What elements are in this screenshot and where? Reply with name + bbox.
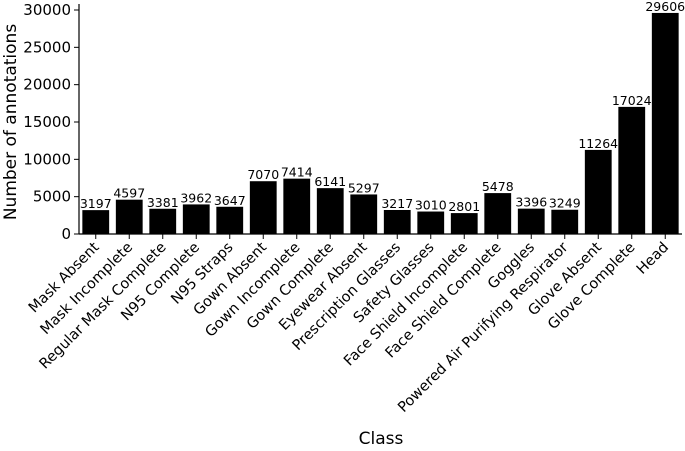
bar (82, 210, 110, 234)
bar-value-label: 7414 (281, 165, 313, 180)
bar (584, 149, 612, 234)
bar-value-label: 4597 (113, 186, 145, 201)
bar-value-label: 5297 (348, 180, 380, 195)
bar (618, 106, 646, 234)
bar-value-label: 2801 (448, 199, 480, 214)
y-tick-label: 10000 (23, 150, 71, 168)
bar (283, 178, 311, 234)
y-axis-title: Number of annotations (1, 24, 21, 220)
bar-value-label: 3381 (147, 195, 179, 210)
bar (115, 199, 143, 234)
x-axis-title: Class (359, 429, 404, 449)
bar-value-label: 7070 (247, 167, 279, 182)
x-category-label: Regular Mask Complete (37, 239, 170, 372)
bar (316, 188, 344, 234)
bar (149, 208, 177, 234)
y-tick-label: 20000 (23, 76, 71, 94)
bar-value-label: 3010 (415, 198, 447, 213)
bar-value-label: 3197 (80, 196, 112, 211)
y-tick-label: 0 (61, 225, 71, 243)
x-category-label: Head (634, 240, 672, 278)
y-tick-label: 15000 (23, 113, 71, 131)
bar (450, 213, 478, 234)
bar (182, 204, 210, 234)
bar (383, 209, 411, 234)
bar (551, 209, 579, 234)
y-tick-label: 5000 (33, 188, 71, 206)
bar-value-label: 3249 (549, 196, 581, 211)
bar-value-label: 3647 (214, 193, 246, 208)
bar (484, 193, 512, 234)
y-tick-label: 30000 (23, 1, 71, 19)
bar (417, 211, 445, 234)
bar (517, 208, 545, 234)
bar-value-label: 11264 (578, 136, 618, 151)
bar-value-label: 3962 (180, 190, 212, 205)
bar (249, 181, 277, 234)
y-axis-ticks: 0 5000 10000 15000 20000 25000 30000 (23, 1, 79, 243)
bar-value-label: 29606 (645, 0, 685, 14)
bar-value-label: 3396 (515, 195, 547, 210)
bar-value-label: 17024 (612, 93, 652, 108)
bar-value-label: 3217 (381, 196, 413, 211)
bar-value-label: 6141 (314, 174, 346, 189)
bars-group (82, 12, 679, 235)
bar (350, 194, 378, 234)
bar-value-label: 5478 (482, 179, 514, 194)
bar (216, 206, 244, 234)
bar (651, 12, 679, 235)
y-tick-label: 25000 (23, 38, 71, 56)
